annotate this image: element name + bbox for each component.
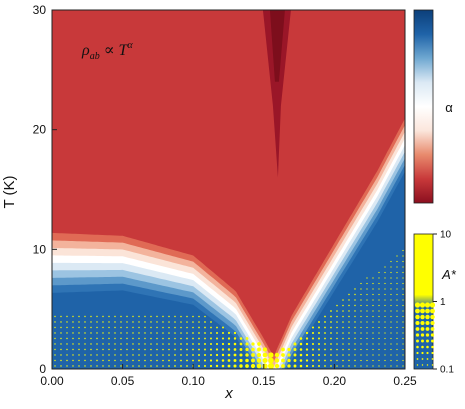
- a-colorbar-title: A*: [441, 267, 457, 282]
- y-tick-label: 20: [33, 123, 47, 137]
- a-colorbar-tick-label: 1: [440, 297, 446, 308]
- a-colorbar: A* 10 1 0.1: [413, 230, 457, 376]
- x-axis: 0.00 0.05 0.10 0.15 0.20 0.25: [40, 364, 417, 388]
- a-colorbar-tick-label: 10: [440, 230, 452, 241]
- alpha-colorbar-title: α: [445, 100, 453, 115]
- x-axis-label: x: [224, 385, 233, 402]
- dark-alpha-region: [262, 10, 291, 178]
- x-tick-label: 0.10: [182, 374, 206, 388]
- y-tick-label: 30: [33, 3, 47, 17]
- alpha-band: [52, 171, 405, 369]
- alpha-colorbar-gradient: [413, 9, 434, 204]
- rho-annotation: ρab ∝ Tα: [81, 40, 133, 62]
- plot-frame: [51, 9, 406, 370]
- a-star-dots: [54, 249, 404, 369]
- y-axis: 0 10 20 30: [33, 3, 57, 376]
- plot-area: [51, 9, 406, 370]
- y-tick-label: 10: [33, 242, 47, 256]
- a-colorbar-gradient: [413, 233, 434, 370]
- x-tick-label: 0.05: [111, 374, 135, 388]
- darkest-alpha-region: [269, 10, 285, 82]
- x-tick-label: 0.00: [40, 374, 64, 388]
- alpha-colorbar: α: [413, 9, 453, 204]
- a-colorbar-tick-label: 0.1: [440, 365, 454, 376]
- x-tick-label: 0.25: [393, 374, 417, 388]
- y-tick-label: 0: [39, 362, 46, 376]
- x-tick-label: 0.20: [323, 374, 347, 388]
- y-axis-label: T (K): [1, 175, 18, 208]
- x-tick-label: 0.15: [252, 374, 276, 388]
